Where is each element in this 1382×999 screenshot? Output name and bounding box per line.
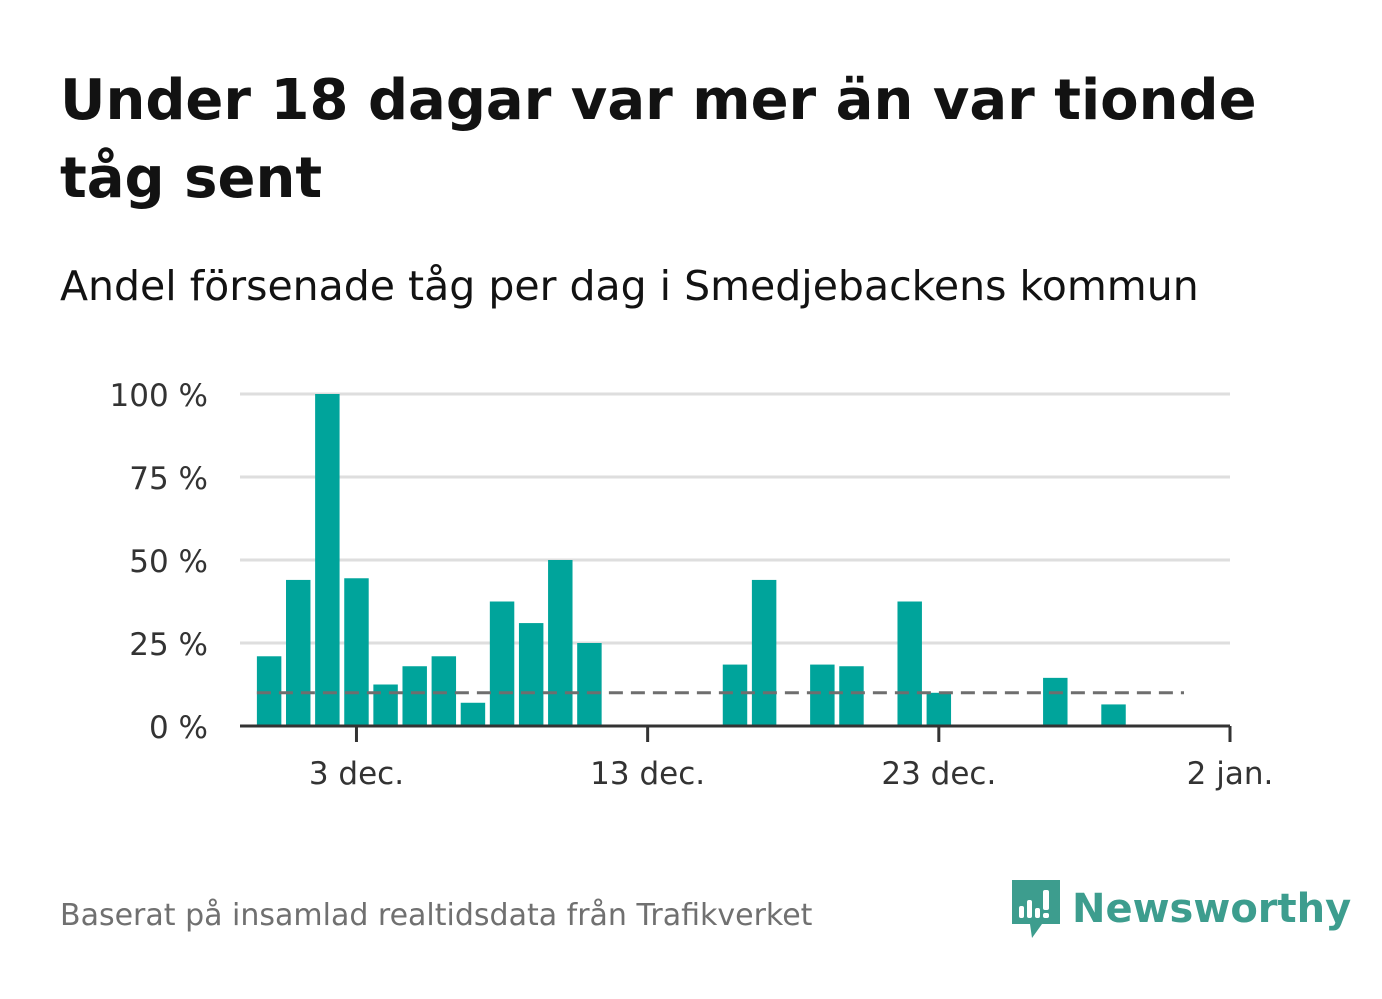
newsworthy-logo: Newsworthy: [1010, 878, 1351, 940]
bar: [548, 560, 573, 726]
bar: [402, 666, 427, 726]
bar: [1101, 704, 1126, 726]
y-tick-label: 25 %: [129, 627, 208, 663]
bar: [810, 664, 835, 726]
bar: [926, 692, 952, 726]
bar: [315, 394, 340, 726]
y-tick-label: 100 %: [110, 378, 208, 414]
x-tick-label: 2 jan.: [1187, 756, 1274, 792]
bar: [897, 601, 922, 726]
bar: [431, 656, 457, 726]
chart-subtitle: Andel försenade tåg per dag i Smedjeback…: [60, 262, 1199, 310]
bar: [577, 643, 602, 726]
bar: [286, 579, 311, 726]
newsworthy-logo-icon: [1012, 880, 1060, 938]
bar: [256, 656, 282, 726]
bar: [722, 664, 748, 726]
bar: [489, 601, 515, 726]
bar: [1043, 677, 1068, 726]
x-tick-label: 3 dec.: [309, 756, 404, 792]
x-tick-label: 23 dec.: [881, 756, 996, 792]
bar-chart: 0 % 25 % 50 % 75 % 100 % 3 dec. 13 dec. 23 dec.…: [110, 378, 1274, 792]
y-tick-label: 50 %: [129, 544, 208, 580]
y-tick-label: 0 %: [149, 710, 208, 746]
chart-title: Under 18 dagar var mer än var tionde tåg…: [60, 68, 1257, 211]
bar: [751, 579, 777, 726]
logo-text: Newsworthy: [1072, 886, 1352, 932]
y-tick-label: 75 %: [129, 461, 208, 497]
x-tick-label: 13 dec.: [590, 756, 705, 792]
bar: [518, 623, 544, 726]
bar: [460, 702, 486, 726]
source-note: Baserat på insamlad realtidsdata från Tr…: [60, 898, 813, 933]
bar: [344, 578, 369, 726]
bar: [839, 666, 864, 726]
bar: [373, 684, 398, 726]
